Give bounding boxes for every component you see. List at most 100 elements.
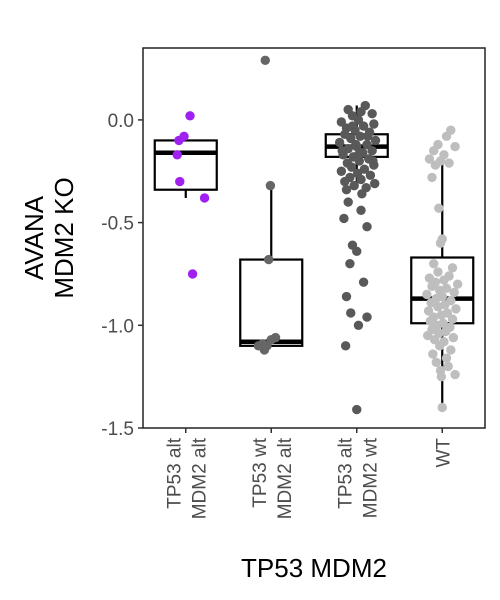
data-point (340, 176, 350, 187)
data-point (450, 141, 460, 152)
data-point (423, 306, 434, 316)
data-point (346, 133, 356, 144)
data-point (362, 222, 372, 232)
data-point (448, 332, 459, 343)
data-point (436, 310, 447, 320)
data-point (174, 135, 184, 146)
data-point (368, 156, 378, 166)
box-group-2 (239, 55, 304, 355)
data-point (429, 146, 439, 156)
data-point (345, 258, 355, 269)
box-group-3 (324, 100, 389, 415)
data-point (358, 277, 369, 287)
data-point (359, 164, 370, 174)
data-point (435, 238, 446, 248)
data-point (362, 139, 372, 150)
data-point (425, 316, 435, 326)
data-point (356, 174, 366, 185)
data-point (369, 119, 379, 129)
data-point (431, 357, 441, 367)
data-point (172, 150, 182, 160)
y-tick-label: 0.0 (108, 111, 134, 132)
data-point (356, 106, 366, 117)
box-iqr (153, 139, 218, 191)
data-point (265, 180, 276, 191)
data-point (447, 314, 458, 324)
data-point (362, 312, 372, 322)
data-point (424, 154, 435, 164)
data-point (439, 275, 449, 285)
x-tick-label: MDM2 wt (360, 437, 381, 518)
y-tick-label: -1.0 (101, 316, 134, 337)
data-point (367, 109, 377, 119)
data-point (199, 193, 210, 203)
x-tick-label: WT (433, 438, 454, 468)
y-tick-label: -0.5 (101, 214, 134, 235)
data-point (353, 115, 364, 125)
data-point (365, 170, 376, 181)
data-point (346, 162, 357, 172)
data-point (349, 180, 359, 191)
data-point (428, 349, 438, 359)
data-point (443, 361, 453, 372)
data-point (341, 291, 352, 302)
data-point (451, 304, 461, 314)
data-point (358, 121, 369, 131)
x-tick-label: TP53 alt (335, 437, 356, 508)
y-axis-title: AVANA (19, 195, 49, 280)
data-point (343, 197, 353, 207)
data-point (429, 334, 440, 345)
data-point (357, 189, 367, 199)
data-point (449, 287, 459, 298)
data-point (263, 254, 274, 265)
x-tick-label: MDM2 alt (275, 437, 296, 519)
x-tick-label: TP53 wt (250, 437, 271, 507)
x-tick-label: TP53 alt (164, 437, 185, 508)
data-point (436, 371, 447, 382)
data-point (450, 369, 460, 380)
data-point (175, 176, 185, 187)
data-point (423, 330, 433, 341)
data-point (353, 320, 364, 330)
data-point (336, 166, 347, 176)
plot-area (153, 55, 475, 415)
y-axis-title: MDM2 KO (49, 177, 79, 298)
data-point (355, 131, 365, 142)
data-point (336, 117, 347, 127)
data-point (185, 111, 195, 121)
data-point (452, 279, 463, 289)
data-point (367, 146, 377, 156)
data-point (347, 121, 358, 131)
x-axis-title: TP53 MDM2 (241, 553, 387, 583)
data-point (427, 172, 437, 183)
data-point (352, 404, 362, 415)
data-point (433, 302, 443, 312)
data-point (427, 281, 437, 291)
data-point (340, 341, 351, 351)
axes (138, 47, 486, 433)
data-point (260, 55, 270, 66)
data-point (356, 205, 366, 215)
data-point (370, 135, 381, 146)
data-point (346, 308, 356, 318)
data-point (447, 263, 458, 273)
data-point (422, 289, 432, 300)
data-point (370, 178, 380, 189)
data-point (351, 139, 361, 150)
data-point (337, 146, 347, 156)
data-point (363, 131, 373, 142)
data-point (444, 158, 454, 168)
data-point (430, 160, 441, 170)
x-tick-label: MDM2 alt (189, 437, 210, 519)
box-group-4 (410, 125, 475, 413)
data-point (339, 213, 349, 224)
data-point (441, 131, 452, 142)
data-point (334, 137, 345, 148)
data-point (353, 150, 364, 160)
data-point (429, 258, 439, 269)
y-tick-label: -1.5 (101, 419, 134, 440)
data-point (441, 353, 452, 363)
box-iqr (239, 258, 304, 347)
data-point (352, 246, 362, 257)
